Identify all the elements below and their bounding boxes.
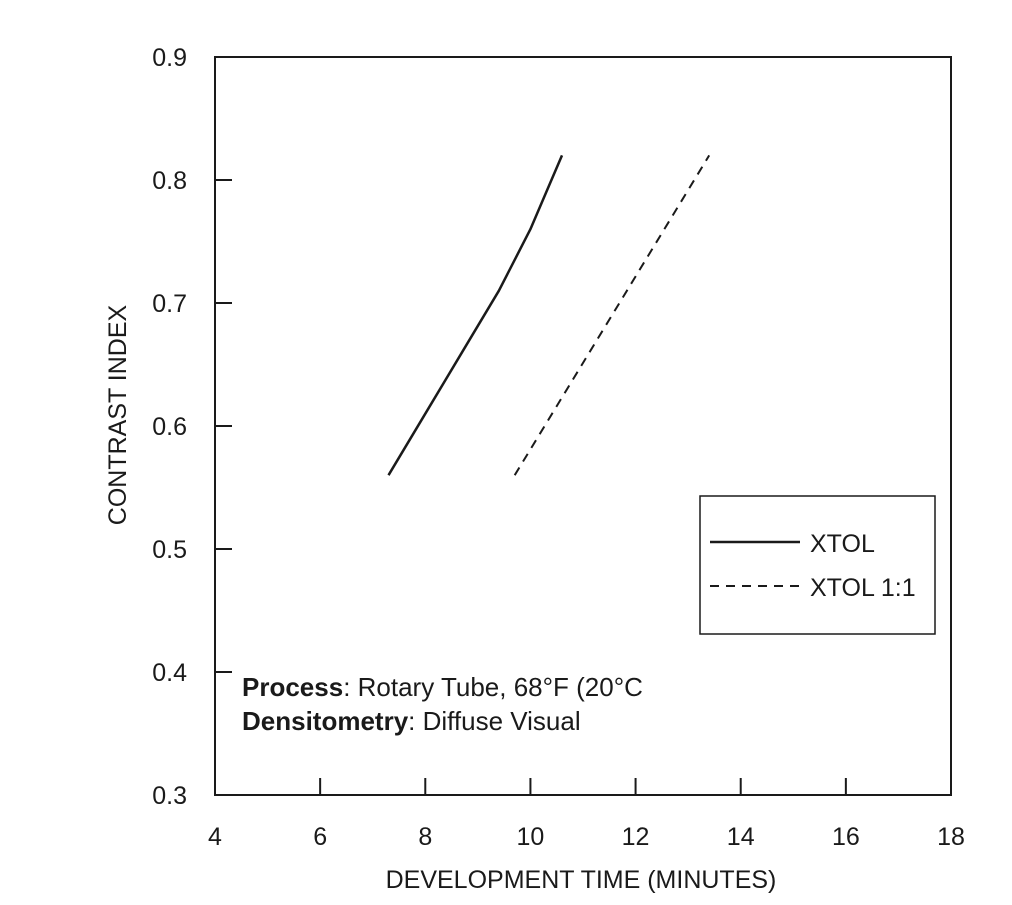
series-layer <box>387 154 711 476</box>
legend: XTOL XTOL 1:1 <box>699 495 936 635</box>
process-label: Process <box>242 672 343 702</box>
x-tick-label: 4 <box>208 823 222 851</box>
y-tick-label: 0.8 <box>152 167 187 195</box>
x-tick-label: 12 <box>622 823 650 851</box>
y-tick-label: 0.6 <box>152 413 187 441</box>
y-axis-ticks: 0.3 0.4 0.5 0.6 0.7 0.8 0.9 <box>152 44 232 810</box>
y-tick-label: 0.4 <box>152 659 187 687</box>
x-tick-label: 8 <box>418 823 432 851</box>
x-axis-ticks: 4 6 8 10 12 14 16 18 <box>208 778 965 851</box>
y-tick-label: 0.3 <box>152 782 187 810</box>
process-note: Process: Rotary Tube, 68°F (20°C Densito… <box>242 672 643 736</box>
y-tick-label: 0.5 <box>152 536 187 564</box>
x-axis-title: DEVELOPMENT TIME (MINUTES) <box>386 866 777 894</box>
densitometry-value: : Diffuse Visual <box>408 706 580 736</box>
x-tick-label: 16 <box>832 823 860 851</box>
y-tick-label: 0.9 <box>152 44 187 72</box>
process-value: : Rotary Tube, 68°F (20°C <box>343 672 643 702</box>
legend-box <box>699 495 936 635</box>
legend-label-xtol-1-1: XTOL 1:1 <box>810 574 916 602</box>
densitometry-label: Densitometry <box>242 706 409 736</box>
x-tick-label: 6 <box>313 823 327 851</box>
legend-label-xtol: XTOL <box>810 530 875 558</box>
svg-text:Densitometry: Diffuse Visual: Densitometry: Diffuse Visual <box>242 706 581 736</box>
y-axis-title: CONTRAST INDEX <box>104 304 132 525</box>
series-line-xtol <box>387 154 564 476</box>
series-line-xtol-1-1 <box>513 154 711 476</box>
y-tick-label: 0.7 <box>152 290 187 318</box>
svg-text:Process: Rotary Tube, 68°F (20: Process: Rotary Tube, 68°F (20°C <box>242 672 643 702</box>
x-tick-label: 14 <box>727 823 755 851</box>
x-tick-label: 18 <box>937 823 965 851</box>
x-tick-label: 10 <box>517 823 545 851</box>
